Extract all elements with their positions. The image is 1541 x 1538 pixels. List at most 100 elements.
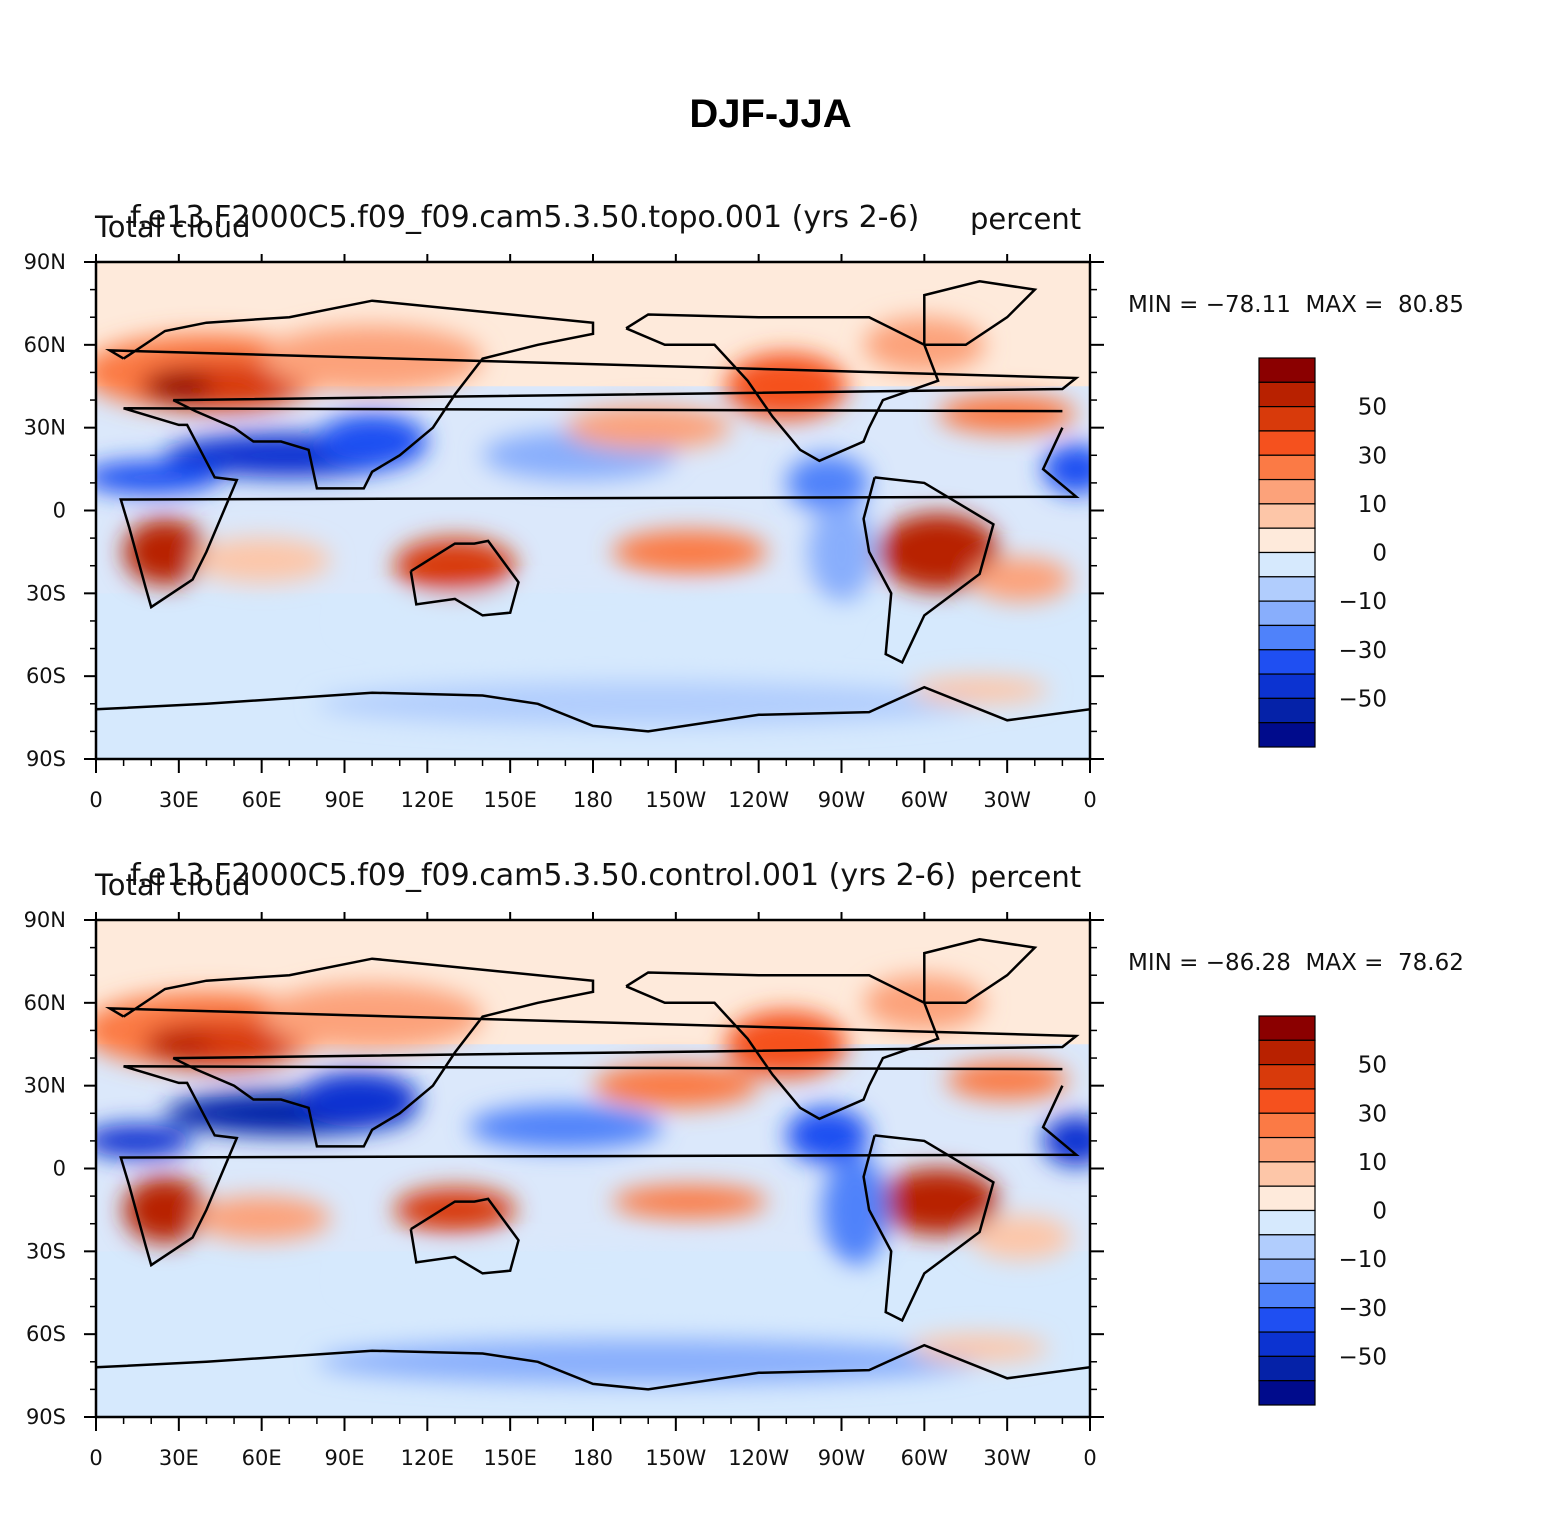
lat-tick-label: 30S [26,1239,66,1263]
colorbar-box [1258,357,1316,383]
lon-tick-label: 150W [645,788,706,812]
colorbar-box [1258,1015,1316,1041]
run-label: f.e13.F2000C5.f09_f09.cam5.3.50.topo.001… [130,200,920,235]
colorbar-box [1258,624,1316,651]
anomaly-blob [1043,1116,1090,1166]
colorbar-label: 30 [1358,1101,1387,1127]
coastline [625,313,940,463]
lon-tick-label: 90W [818,1446,866,1470]
coastline [105,957,1080,1148]
anomaly-blob [468,1104,663,1150]
anomaly-blob [316,681,980,726]
lon-tick-label: 180 [573,788,613,812]
colorbar-box [1258,381,1316,408]
lat-tick-label: 90N [24,250,66,274]
lon-tick-label: 90E [325,1446,365,1470]
colorbar-box [1258,478,1316,505]
colorbar-box [1258,1258,1316,1285]
colorbar-box [1258,1282,1316,1309]
colorbar-box [1258,1039,1316,1066]
colorbar-box [1258,1088,1316,1114]
lon-tick-label: 0 [89,1446,102,1470]
lat-tick-label: 90S [26,1405,66,1429]
anomaly-blob [316,1339,980,1384]
colorbar: 50 30 10 0 −10 −30 −50 [1258,357,1387,748]
colorbar-label: 30 [1358,443,1387,469]
lon-tick-label: 0 [1083,1446,1096,1470]
anomaly-blob [822,1154,889,1266]
lat-tick-label: 90N [24,908,66,932]
anomaly-blob [910,676,1049,704]
min-value: −78.11 [1205,292,1291,318]
min-value: −86.28 [1205,950,1291,976]
colorbar: 50 30 10 0 −10 −30 −50 [1258,1015,1387,1406]
colorbar-label: 10 [1358,1150,1387,1176]
lon-tick-label: 30E [159,1446,199,1470]
anomaly-blob [394,538,516,594]
lat-tick-label: 0 [53,1157,66,1181]
variable-label: Total cloud [95,210,251,244]
colorbar-label: −30 [1338,1296,1387,1322]
colorbar-box [1258,430,1316,456]
colorbar-box [1258,1331,1316,1357]
coastline [96,1343,1090,1391]
colorbar-label: 0 [1372,1199,1387,1225]
colorbar-box [1258,406,1316,432]
colorbar-box [1258,1209,1316,1236]
colorbar-box [1258,1161,1316,1187]
lon-tick-label: 30W [983,1446,1031,1470]
anomaly-blob [1043,444,1090,494]
coastline [923,280,1038,347]
lon-tick-label: 180 [573,1446,613,1470]
max-value: 78.62 [1398,950,1464,976]
min-max-readout: MIN = −78.11 MAX = 80.85 [1128,292,1464,318]
lat-tick-label: 30N [24,1074,66,1098]
anomaly-blob [145,372,212,401]
run-label: f.e13.F2000C5.f09_f09.cam5.3.50.control.… [130,858,957,893]
max-value: 80.85 [1398,292,1464,318]
lon-tick-label: 60E [242,788,282,812]
min-max-readout: MIN = −86.28 MAX = 78.62 [1128,950,1464,976]
anomaly-blob [96,460,221,494]
colorbar-label: −10 [1338,589,1387,615]
colorbar-box [1258,1064,1316,1090]
min-label: MIN = [1128,292,1199,318]
coastline [862,476,995,665]
lat-tick-label: 30N [24,416,66,440]
lon-tick-label: 90E [325,788,365,812]
colorbar-box [1258,1185,1316,1212]
lon-tick-label: 120E [401,788,454,812]
colorbar-box [1258,1307,1316,1333]
anomaly-blob [971,1215,1071,1260]
map-svg: 90N 60N 30N 0 30S 60S 90S 0 30E 60E 90E 120E 150E 180… [24,250,1387,812]
colorbar-label: −10 [1338,1247,1387,1273]
colorbar-box [1258,697,1316,724]
anomaly-blob [565,405,732,450]
colorbar-box [1258,527,1316,554]
coastline [96,685,1090,733]
variable-label: Total cloud [95,868,251,902]
anomaly-blob [192,538,331,583]
anomaly-blob [910,1334,1049,1362]
anomaly-blob [971,557,1071,602]
colorbar-box [1258,576,1316,602]
colorbar-label: 0 [1372,541,1387,567]
lon-tick-label: 150E [483,1446,536,1470]
coastline [119,407,1080,610]
anomaly-blob [808,502,875,602]
lon-tick-label: 150W [645,1446,706,1470]
lon-tick-label: 60E [242,1446,282,1470]
colorbar-box [1258,673,1316,699]
anomaly-blob [877,1168,999,1235]
lat-tick-label: 0 [53,499,66,523]
coastlines [96,938,1090,1391]
coastlines [96,280,1090,733]
anomaly-blob [316,413,428,470]
anomaly-blob [938,394,1077,434]
lon-tick-label: 30W [983,788,1031,812]
colorbar-box [1258,454,1316,481]
coastline [119,1065,1080,1268]
lon-tick-label: 120W [728,1446,789,1470]
colorbar-box [1258,1355,1316,1382]
lat-tick-label: 60S [26,1322,66,1346]
